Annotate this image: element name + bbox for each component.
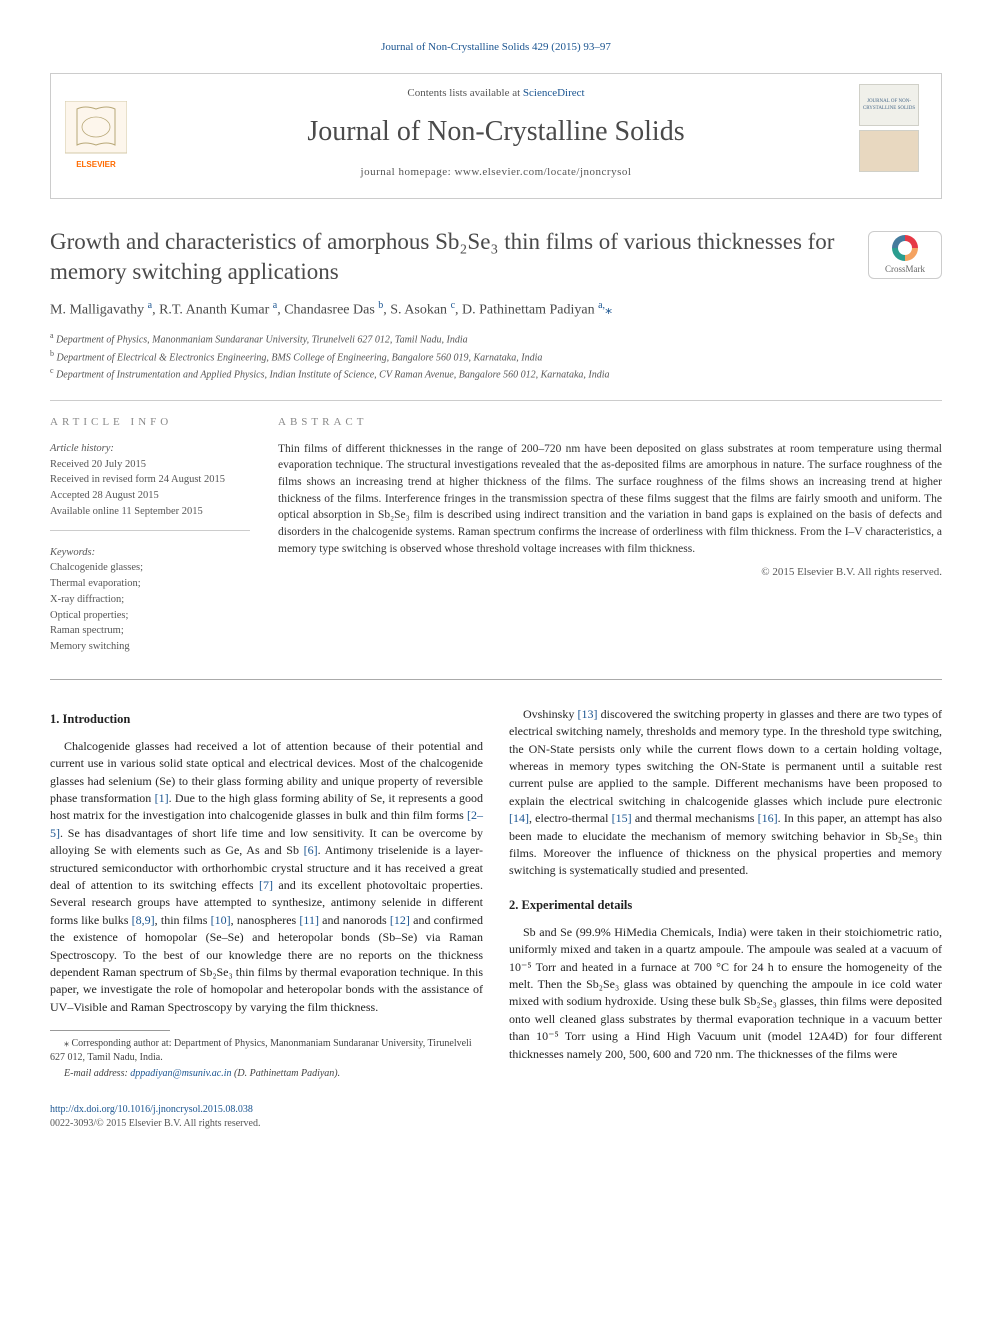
ref-link[interactable]: [6] [304, 843, 318, 857]
abstract-text: Thin films of different thicknesses in t… [278, 441, 942, 558]
section-heading-intro: 1. Introduction [50, 710, 483, 728]
footnote-separator [50, 1030, 170, 1031]
ref-link[interactable]: [14] [509, 811, 529, 825]
crossmark-label: CrossMark [885, 263, 925, 276]
history-block: Article history: Received 20 July 2015 R… [50, 441, 250, 531]
page-footer: http://dx.doi.org/10.1016/j.jnoncrysol.2… [50, 1103, 942, 1131]
journal-header: ELSEVIER JOURNAL OF NON-CRYSTALLINE SOLI… [50, 73, 942, 199]
keyword: Chalcogenide glasses; [50, 560, 250, 576]
keyword: Raman spectrum; [50, 623, 250, 639]
contents-line: Contents lists available at ScienceDirec… [51, 86, 941, 101]
email-link[interactable]: dppadiyan@msuniv.ac.in [130, 1068, 231, 1079]
affiliations: a Department of Physics, Manonmaniam Sun… [50, 330, 942, 382]
homepage-url[interactable]: www.elsevier.com/locate/jnoncrysol [454, 166, 631, 178]
keyword: Memory switching [50, 639, 250, 655]
ref-link[interactable]: [8,9] [132, 913, 155, 927]
cover-thumb-1: JOURNAL OF NON-CRYSTALLINE SOLIDS [859, 84, 919, 126]
keywords-block: Keywords: Chalcogenide glasses; Thermal … [50, 545, 250, 655]
intro-paragraph-2: Ovshinsky [13] discovered the switching … [509, 706, 942, 880]
exp-paragraph-1: Sb and Se (99.9% HiMedia Chemicals, Indi… [509, 924, 942, 1063]
email-footnote: E-mail address: dppadiyan@msuniv.ac.in (… [50, 1067, 483, 1081]
keywords-label: Keywords: [50, 545, 250, 561]
intro-paragraph-1: Chalcogenide glasses had received a lot … [50, 738, 483, 1016]
contents-prefix: Contents lists available at [407, 87, 522, 99]
crossmark-icon [892, 235, 918, 261]
ref-link[interactable]: [10] [211, 913, 231, 927]
journal-homepage: journal homepage: www.elsevier.com/locat… [51, 165, 941, 180]
info-heading: ARTICLE INFO [50, 415, 250, 430]
ref-link[interactable]: [12] [390, 913, 410, 927]
accepted-date: Accepted 28 August 2015 [50, 488, 250, 504]
journal-title: Journal of Non-Crystalline Solids [51, 112, 941, 151]
abstract-copyright: © 2015 Elsevier B.V. All rights reserved… [278, 565, 942, 580]
affil-a: Department of Physics, Manonmaniam Sunda… [56, 335, 468, 346]
journal-cover-thumbs: JOURNAL OF NON-CRYSTALLINE SOLIDS [859, 84, 927, 176]
issn-line: 0022-3093/© 2015 Elsevier B.V. All right… [50, 1118, 260, 1129]
top-citation[interactable]: Journal of Non-Crystalline Solids 429 (2… [50, 40, 942, 55]
affil-b: Department of Electrical & Electronics E… [57, 352, 543, 363]
section-heading-exp: 2. Experimental details [509, 896, 942, 914]
article-title: Growth and characteristics of amorphous … [50, 227, 850, 287]
authors: M. Malligavathy a, R.T. Ananth Kumar a, … [50, 299, 942, 320]
revised-date: Received in revised form 24 August 2015 [50, 472, 250, 488]
sciencedirect-link[interactable]: ScienceDirect [523, 87, 585, 99]
online-date: Available online 11 September 2015 [50, 504, 250, 520]
crossmark-badge[interactable]: CrossMark [868, 231, 942, 279]
homepage-label: journal homepage: [361, 166, 455, 178]
corresponding-author-footnote: ⁎ Corresponding author at: Department of… [50, 1037, 483, 1065]
divider-1 [50, 400, 942, 401]
divider-2 [50, 679, 942, 680]
keyword: Optical properties; [50, 608, 250, 624]
keyword: Thermal evaporation; [50, 576, 250, 592]
ref-link[interactable]: [16] [758, 811, 778, 825]
affil-c: Department of Instrumentation and Applie… [56, 369, 609, 380]
body-text: 1. Introduction Chalcogenide glasses had… [50, 706, 942, 1081]
history-label: Article history: [50, 441, 250, 457]
ref-link[interactable]: [11] [299, 913, 319, 927]
cover-thumb-2 [859, 130, 919, 172]
elsevier-logo: ELSEVIER [65, 101, 127, 171]
abstract: ABSTRACT Thin films of different thickne… [278, 415, 942, 654]
ref-link[interactable]: [7] [259, 878, 273, 892]
abstract-heading: ABSTRACT [278, 415, 942, 430]
svg-text:ELSEVIER: ELSEVIER [76, 160, 116, 169]
ref-link[interactable]: [15] [612, 811, 632, 825]
doi-link[interactable]: http://dx.doi.org/10.1016/j.jnoncrysol.2… [50, 1104, 253, 1115]
received-date: Received 20 July 2015 [50, 457, 250, 473]
ref-link[interactable]: [13] [578, 707, 598, 721]
article-info: ARTICLE INFO Article history: Received 2… [50, 415, 250, 654]
ref-link[interactable]: [1] [155, 791, 169, 805]
keyword: X-ray diffraction; [50, 592, 250, 608]
